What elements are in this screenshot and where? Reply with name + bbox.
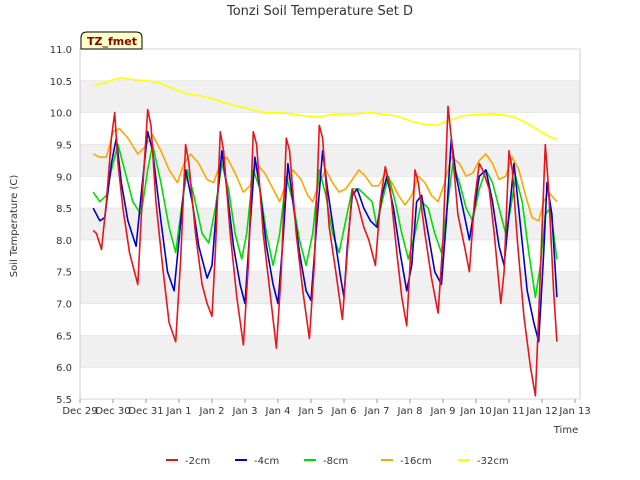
x-tick-label: Jan 6 <box>331 406 357 417</box>
x-tick-label: Jan 3 <box>232 406 258 417</box>
y-tick-label: 11.0 <box>50 45 72 56</box>
background-band <box>80 80 580 113</box>
y-tick-label: 7.0 <box>56 300 72 311</box>
series-line-minus-2cm <box>92 105 558 397</box>
series-line-minus-16cm <box>92 127 558 222</box>
x-tick-label: Dec 30 <box>95 406 130 417</box>
y-tick-label: 5.5 <box>56 395 72 406</box>
background-band <box>80 271 580 304</box>
y-tick-label: 9.5 <box>56 140 72 151</box>
y-tick-label: 10.5 <box>50 77 72 88</box>
y-tick-label: 6.5 <box>56 331 72 342</box>
legend-label: -16cm <box>400 456 432 467</box>
badge-label: TZ_fmet <box>87 35 137 48</box>
x-tick-label: Jan 13 <box>558 406 590 417</box>
source-badge: TZ_fmet <box>80 31 143 50</box>
y-tick-label: 9.0 <box>56 172 72 183</box>
x-tick-label: Jan 7 <box>364 406 390 417</box>
y-axis-title: Soil Temperature (C) <box>9 175 20 278</box>
y-tick-label: 7.5 <box>56 268 72 279</box>
x-tick-label: Jan 12 <box>525 406 557 417</box>
x-tick-label: Dec 29 <box>62 406 97 417</box>
background-band <box>80 335 580 368</box>
background-band <box>80 144 580 177</box>
series-line-minus-32cm <box>92 76 558 141</box>
x-tick-label: Jan 8 <box>397 406 423 417</box>
x-tick-label: Jan 2 <box>199 406 225 417</box>
legend-label: -32cm <box>477 456 509 467</box>
y-axis-ticks: 5.5 6.0 6.5 7.0 7.5 8.0 8.5 9.0 9.5 10.0 10.5 11.0 <box>50 45 72 406</box>
x-tick-label: Dec 31 <box>128 406 163 417</box>
x-tick-label: Jan 10 <box>459 406 491 417</box>
x-tick-label: Jan 4 <box>265 406 291 417</box>
legend-label: -4cm <box>254 456 279 467</box>
series-lines <box>92 76 558 397</box>
legend-label: -8cm <box>323 456 348 467</box>
x-axis-title: Time <box>553 425 578 436</box>
badge-box <box>80 31 143 50</box>
x-tick-label: Jan 5 <box>298 406 324 417</box>
legend: -2cm -4cm -8cm -16cm -32cm <box>166 456 509 467</box>
plot-background-bands <box>80 80 580 368</box>
x-tick-label: Jan 11 <box>492 406 524 417</box>
chart-title: Tonzi Soil Temperature Set D <box>226 4 413 19</box>
y-tick-label: 8.5 <box>56 204 72 215</box>
series-line-minus-4cm <box>92 130 558 343</box>
y-tick-label: 8.0 <box>56 236 72 247</box>
x-tick-label: Jan 9 <box>430 406 456 417</box>
x-tick-label: Jan 1 <box>166 406 192 417</box>
y-tick-label: 10.0 <box>50 109 72 120</box>
y-tick-label: 6.0 <box>56 363 72 374</box>
legend-label: -2cm <box>185 456 210 467</box>
